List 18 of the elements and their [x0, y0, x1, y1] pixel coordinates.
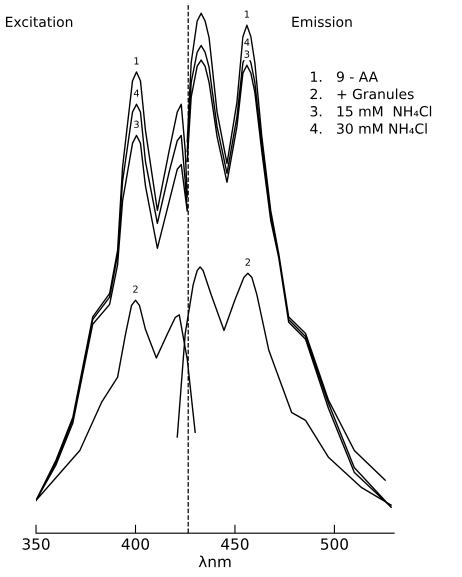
annotation: 4. 30 mM NH₄Cl: [310, 123, 427, 134]
annotation: 3. 15 mM NH₄Cl: [310, 106, 432, 117]
annotation: 4: [134, 90, 140, 97]
annotation: 1: [244, 10, 250, 18]
x-tick-label: 350: [22, 538, 50, 550]
x-tick-label: 500: [321, 538, 348, 550]
annotation: 1: [134, 57, 139, 64]
x-tick-label: 400: [122, 538, 150, 550]
annotation: 2: [133, 285, 138, 293]
x-tick-label: 450: [221, 538, 249, 550]
annotation: 3: [134, 120, 139, 128]
annotation: Emission: [292, 16, 352, 28]
annotation: 1. 9 - AA: [311, 71, 378, 82]
annotation: 2. + Granules: [310, 88, 414, 100]
annotation: 4: [244, 38, 250, 46]
annotation: Excitation: [6, 16, 72, 28]
annotation: 2: [246, 258, 250, 266]
x-axis-title: λnm: [198, 556, 231, 568]
